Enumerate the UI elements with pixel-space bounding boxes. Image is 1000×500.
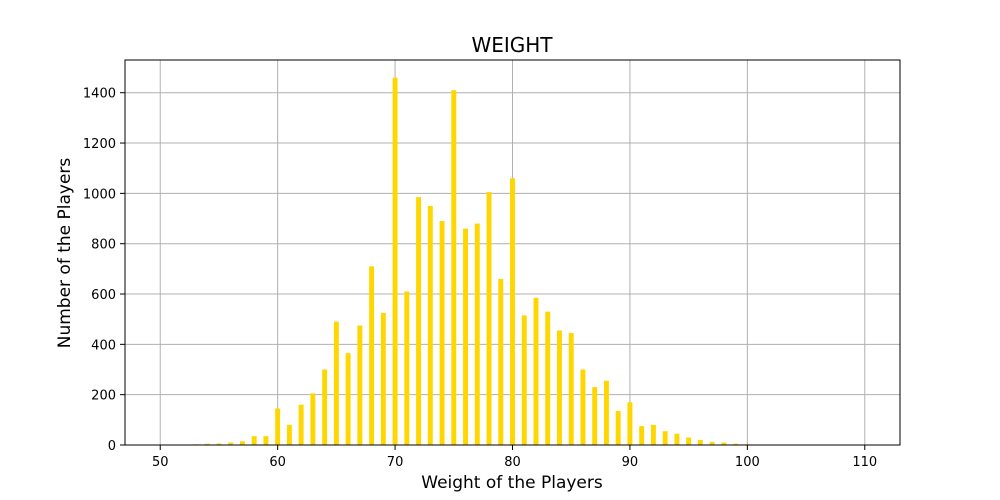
- x-tick-label: 70: [387, 455, 404, 470]
- bar: [392, 77, 398, 445]
- bar: [322, 369, 328, 445]
- bar: [357, 325, 363, 445]
- x-tick-label: 80: [504, 455, 521, 470]
- y-tick-label: 200: [91, 389, 116, 404]
- bar: [733, 443, 739, 445]
- bar: [228, 442, 234, 445]
- y-tick-label: 800: [91, 238, 116, 253]
- x-tick-label: 110: [852, 455, 877, 470]
- bar: [204, 443, 210, 445]
- bar: [521, 315, 527, 445]
- bar: [380, 312, 386, 445]
- bar: [580, 369, 586, 445]
- bar: [463, 228, 468, 445]
- bar: [345, 353, 351, 445]
- bar: [369, 266, 375, 445]
- bar: [404, 291, 410, 445]
- bar: [709, 441, 715, 445]
- bar: [639, 426, 645, 445]
- bar: [486, 192, 492, 445]
- bar: [474, 223, 480, 445]
- y-tick-label: 0: [108, 439, 116, 454]
- bar: [568, 333, 574, 445]
- bar: [615, 411, 621, 445]
- bar: [545, 311, 551, 445]
- axis-ticks: 50 60 70 80 90 100 110 0 200 400 600 800 1000 1200 140…: [83, 87, 877, 470]
- x-tick-label: 90: [622, 455, 639, 470]
- chart-title: WEIGHT: [471, 33, 553, 57]
- bar: [333, 321, 339, 445]
- bar: [251, 436, 257, 445]
- bar: [674, 433, 680, 445]
- bar: [686, 437, 692, 445]
- bar: [557, 330, 562, 445]
- bar: [310, 393, 316, 445]
- bar: [416, 197, 422, 445]
- y-tick-label: 400: [91, 338, 116, 353]
- bar: [216, 443, 222, 445]
- bar: [592, 387, 598, 445]
- y-tick-label: 1000: [83, 187, 116, 202]
- bar: [239, 441, 245, 445]
- bar: [263, 436, 269, 445]
- bar: [533, 297, 539, 445]
- bar: [662, 431, 668, 445]
- bar: [298, 404, 304, 445]
- bar: [627, 402, 633, 445]
- bar: [439, 221, 445, 445]
- bar: [510, 178, 515, 445]
- x-tick-label: 60: [269, 455, 286, 470]
- bar: [427, 205, 433, 445]
- bar: [603, 380, 609, 445]
- bar: [721, 442, 727, 445]
- bar: [498, 278, 504, 445]
- bars: [181, 77, 797, 445]
- x-axis-label: Weight of the Players: [421, 473, 603, 493]
- y-axis-label: Number of the Players: [55, 158, 75, 349]
- y-tick-label: 1200: [83, 137, 116, 152]
- y-tick-label: 1400: [83, 87, 116, 102]
- bar: [451, 90, 457, 445]
- bar: [697, 439, 703, 445]
- x-tick-label: 50: [152, 455, 169, 470]
- x-tick-label: 100: [735, 455, 760, 470]
- bar: [650, 424, 656, 445]
- bar: [275, 408, 281, 445]
- y-tick-label: 600: [91, 288, 116, 303]
- bar: [286, 424, 292, 445]
